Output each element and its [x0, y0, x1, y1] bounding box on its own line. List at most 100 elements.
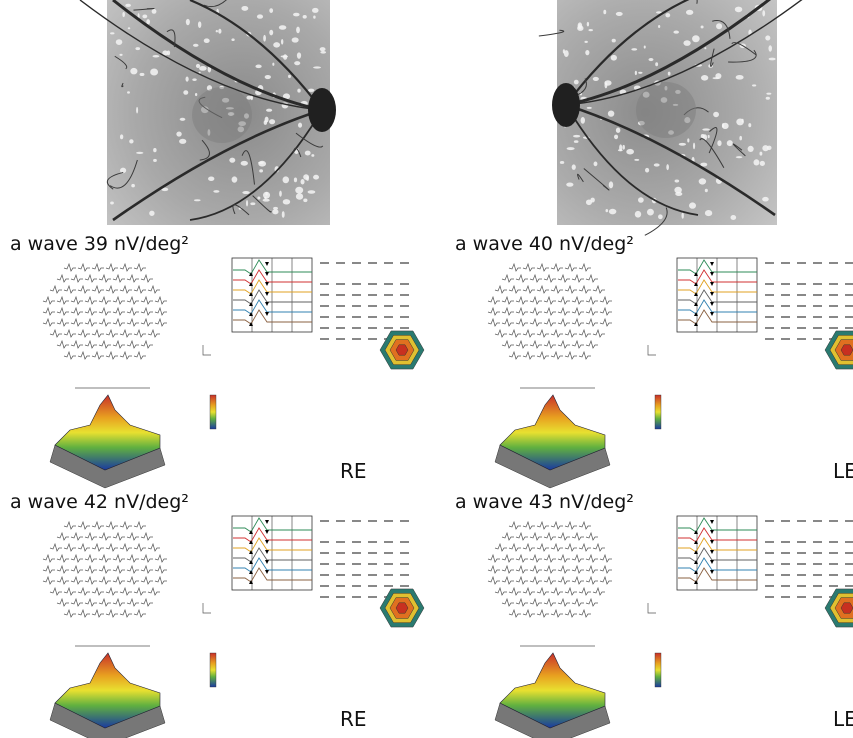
waveform [529, 597, 542, 607]
waveform [543, 306, 556, 316]
fundus-spot [242, 191, 250, 195]
waveform [77, 586, 90, 596]
caption: a wave 39 nV/deg² [10, 233, 189, 255]
table-cell [368, 552, 377, 554]
fundus-spot [142, 14, 148, 19]
waveform [578, 350, 591, 360]
fundus-spot [241, 5, 249, 11]
trace-marker [249, 550, 269, 564]
table-cell [845, 305, 853, 307]
fundus-spot [213, 190, 220, 193]
waveform [585, 575, 598, 585]
table-cell [781, 316, 790, 318]
waveform [126, 295, 139, 305]
fundus-spot [257, 196, 261, 200]
fundus-spot [631, 48, 638, 51]
waveform [578, 608, 591, 618]
waveform [105, 586, 118, 596]
waveform [501, 553, 514, 563]
scale-bar [647, 345, 656, 356]
fundus-spot [667, 71, 671, 76]
trace-marker [249, 540, 269, 554]
fundus-spot [115, 39, 123, 46]
table-cell [320, 294, 329, 296]
table-cell [829, 316, 838, 318]
waveform [536, 284, 549, 294]
table-cell [813, 596, 822, 598]
fundus-spot [643, 45, 646, 49]
trace-marker [249, 262, 269, 276]
waveform [536, 328, 549, 338]
fundus-spot [637, 197, 644, 203]
fundus-spot [149, 210, 155, 216]
macula [636, 82, 696, 138]
waveform [557, 575, 570, 585]
waveform [98, 553, 111, 563]
fundus-spot [717, 140, 722, 147]
table-cell [352, 316, 361, 318]
trace [233, 309, 312, 325]
trace [678, 299, 757, 315]
waveform [487, 553, 500, 563]
table-cell [765, 262, 774, 264]
surface-3d [54, 394, 161, 471]
fundus-spot [692, 35, 700, 43]
caption: a wave 42 nV/deg² [10, 491, 189, 513]
table-cell [320, 305, 329, 307]
waveform [578, 520, 591, 530]
trace-marker [694, 292, 714, 306]
hex-map [395, 602, 409, 614]
table-cell [368, 563, 377, 565]
table-cell [765, 338, 774, 340]
table-cell [781, 338, 790, 340]
waveform [501, 306, 514, 316]
fundus-spot [119, 167, 127, 174]
fundus-spot [263, 34, 266, 42]
table-cell [352, 283, 361, 285]
fundus-spot [125, 3, 131, 7]
fundus-spot [269, 8, 274, 13]
fundus-spot [293, 177, 298, 183]
color-bar [654, 394, 662, 430]
table-cell [336, 283, 345, 285]
table-cell [845, 316, 853, 318]
table-cell [813, 294, 822, 296]
waveform [56, 575, 69, 585]
waveform [140, 553, 153, 563]
fundus-spot [765, 35, 771, 41]
waveform [508, 262, 521, 272]
table-cell [845, 283, 853, 285]
table-cell [797, 541, 806, 543]
vessel [199, 139, 210, 161]
waveform [70, 564, 83, 574]
table-cell [336, 262, 345, 264]
trace [233, 517, 312, 533]
waveform [126, 273, 139, 283]
fundus-spot [203, 38, 210, 44]
waveform [70, 295, 83, 305]
eye-label: LE [833, 459, 853, 483]
fundus-spot [193, 199, 201, 202]
waveform [112, 339, 125, 349]
waveform [126, 531, 139, 541]
waveform [494, 284, 507, 294]
table-cell [829, 520, 838, 522]
fundus-spot [622, 144, 625, 150]
table-cell [384, 585, 393, 587]
waveform [63, 284, 76, 294]
fundus-spot [255, 64, 262, 69]
table-cell [797, 283, 806, 285]
vessel [203, 0, 227, 8]
caption: a wave 40 nV/deg² [455, 233, 634, 255]
waveform [571, 339, 584, 349]
fundus-spot [736, 118, 744, 126]
fundus-spot [592, 76, 599, 81]
waveform [592, 284, 605, 294]
table-cell [320, 283, 329, 285]
waveform [70, 531, 83, 541]
fundus-spot [700, 25, 704, 29]
eye-label: LE [833, 707, 853, 731]
waveform [536, 350, 549, 360]
table-cell [845, 552, 853, 554]
